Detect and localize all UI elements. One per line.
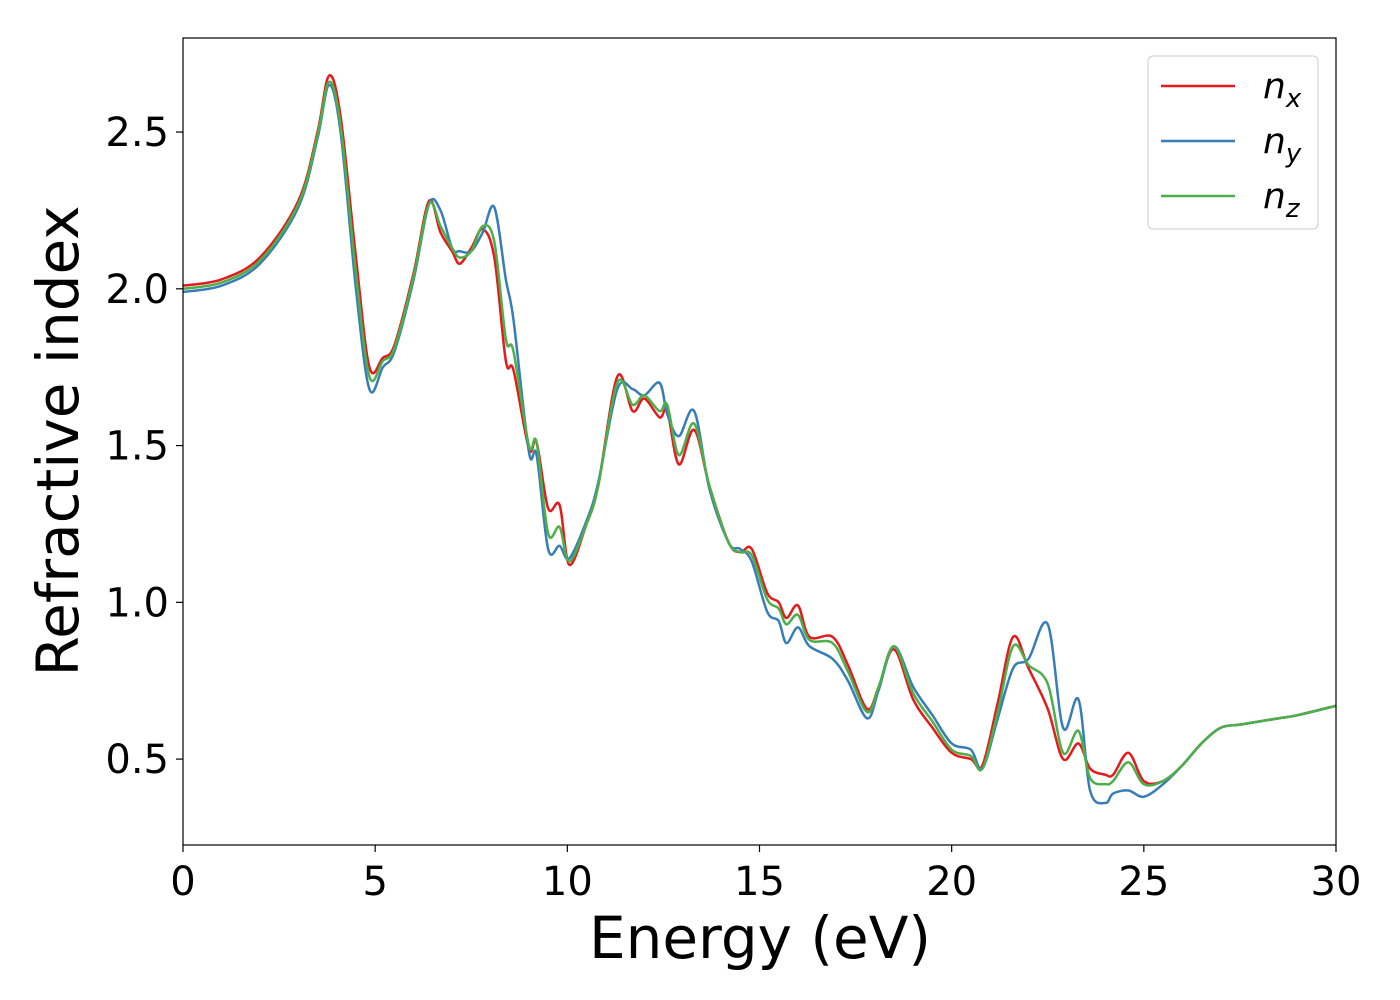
legend-label: ny	[1263, 121, 1302, 169]
legend-box	[1147, 55, 1319, 230]
y-tick-label: 1.0	[105, 580, 169, 626]
x-tick-label: 10	[542, 859, 593, 905]
x-axis-label: Energy (eV)	[589, 904, 931, 972]
series-line	[183, 80, 1336, 787]
x-tick-label: 30	[1311, 859, 1362, 905]
x-tick-label: 5	[362, 859, 387, 905]
x-tick-label: 25	[1118, 859, 1169, 905]
y-axis-label: Refractive index	[24, 205, 92, 676]
legend-label: nx	[1263, 66, 1302, 114]
x-tick-label: 0	[170, 859, 195, 905]
x-tick-label: 15	[734, 859, 785, 905]
y-tick-label: 1.5	[105, 424, 169, 470]
y-tick-label: 0.5	[105, 737, 169, 783]
x-tick-label: 20	[926, 859, 977, 905]
y-tick-label: 2.0	[105, 267, 169, 313]
y-tick-label: 2.5	[105, 110, 169, 156]
plot-frame	[182, 37, 1337, 846]
legend-label: nz	[1263, 176, 1301, 224]
